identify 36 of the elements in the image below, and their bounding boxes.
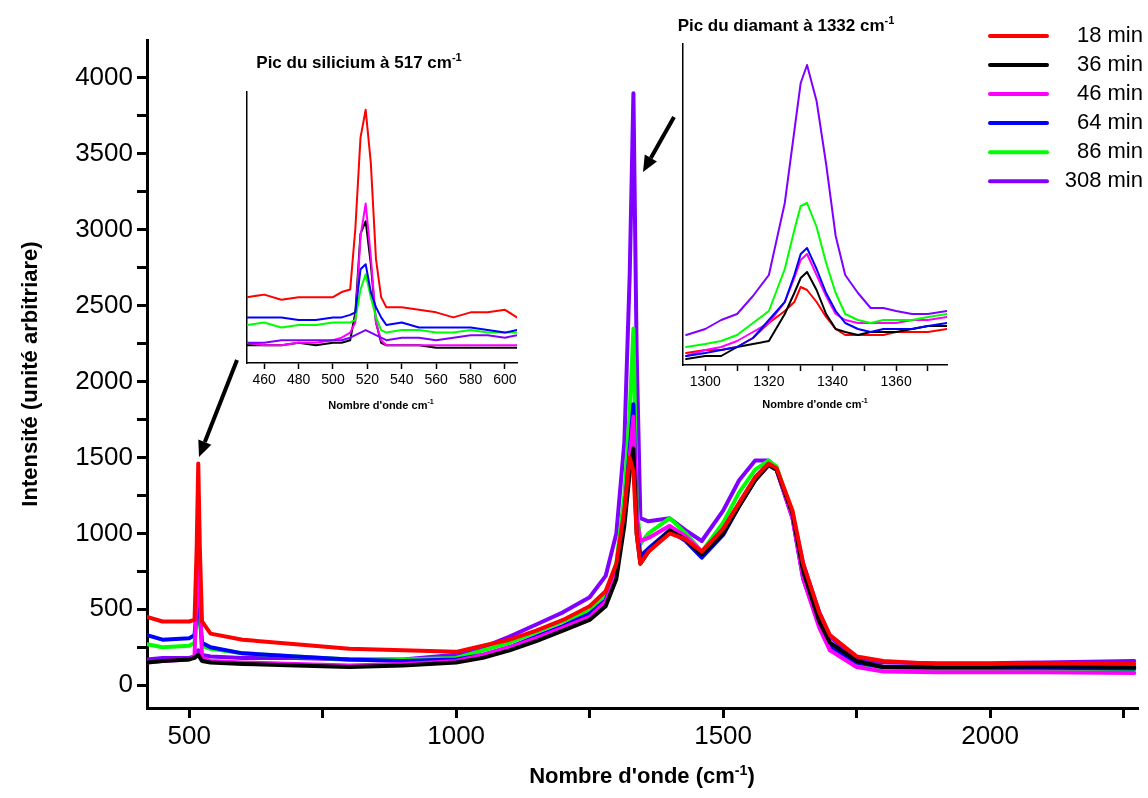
y-tick-label: 3500: [75, 137, 133, 168]
x-tick-label: 500: [321, 371, 345, 388]
x-tick-label: 480: [286, 371, 311, 388]
legend-label: 308 min: [1064, 167, 1143, 193]
y-tick-label: 4000: [75, 61, 133, 92]
y-tick-label: 2500: [75, 288, 133, 319]
x-tick-label: 540: [390, 371, 414, 388]
x-tick-label: 2000: [961, 719, 1020, 750]
x-axis-title: Nombre d'onde (cm$^{-1}$): [529, 761, 755, 788]
x-tick-label: 1320: [753, 373, 785, 390]
legend-label: 64 min: [1076, 109, 1143, 135]
x-tick-label: 1000: [427, 719, 486, 750]
x-tick-label: 520: [355, 371, 380, 388]
x-tick-label: 600: [493, 371, 517, 388]
y-axis-title: Intensité (unité arbitriare): [17, 241, 42, 507]
legend-label: 86 min: [1076, 138, 1143, 164]
legend-label: 36 min: [1076, 51, 1143, 77]
chart-title: Pic du diamant à 1332 cm$^{-1}$: [677, 13, 895, 35]
x-axis-title: Nombre d'onde cm$^{-1}$: [762, 396, 868, 410]
y-tick-label: 1000: [75, 516, 133, 547]
y-tick-label: 500: [89, 592, 133, 623]
x-tick-label: 1360: [880, 373, 912, 390]
chart-title: Pic du silicium à 517 cm$^{-1}$: [256, 50, 462, 72]
y-tick-label: 0: [118, 668, 133, 699]
x-tick-label: 560: [424, 371, 449, 388]
x-tick-label: 1300: [689, 373, 722, 390]
y-tick-label: 3000: [75, 212, 133, 243]
x-tick-label: 460: [252, 371, 277, 388]
legend-label: 46 min: [1076, 80, 1143, 106]
legend-label: 18 min: [1076, 22, 1143, 48]
x-axis-title: Nombre d'onde cm$^{-1}$: [328, 397, 434, 411]
y-tick-label: 1500: [75, 440, 133, 471]
x-tick-label: 580: [458, 371, 483, 388]
x-tick-label: 1500: [694, 719, 753, 750]
x-tick-label: 1340: [816, 373, 849, 390]
x-tick-label: 500: [167, 719, 211, 750]
